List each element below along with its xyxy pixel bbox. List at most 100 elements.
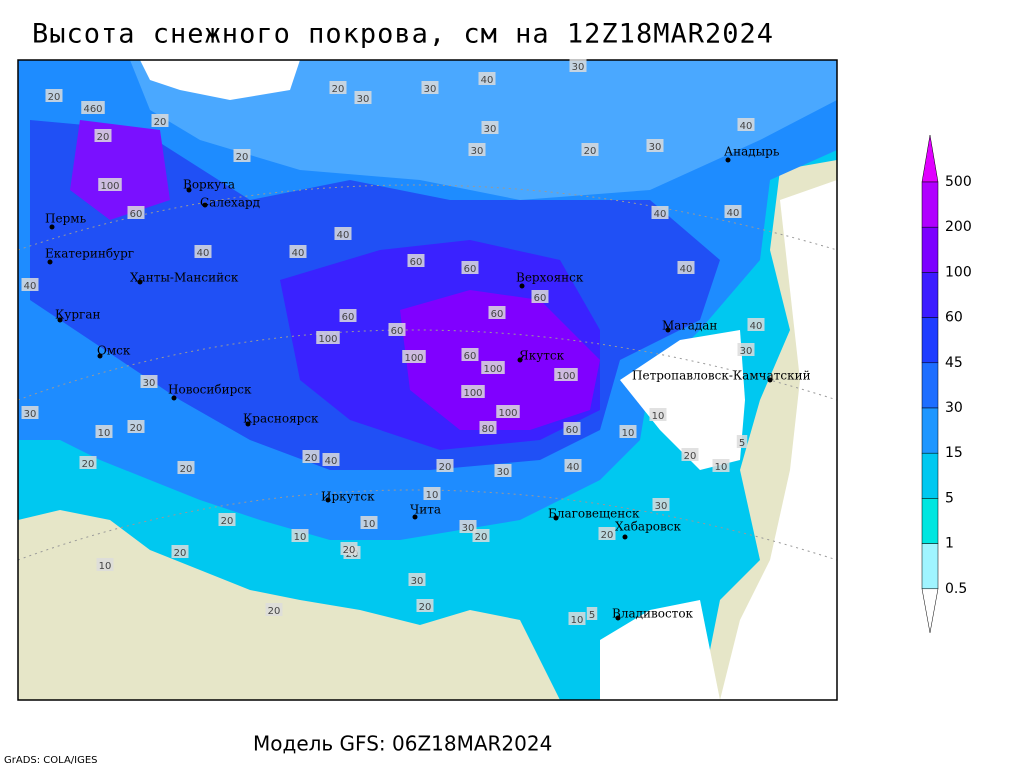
depth-label-box [354, 91, 372, 104]
depth-label-box [468, 143, 486, 156]
sea [720, 180, 837, 700]
depth-label: 40 [727, 208, 740, 219]
depth-label-box [737, 343, 755, 356]
map-title: Высота снежного покрова, см на 12Z18MAR2… [32, 19, 774, 50]
depth-label-box [481, 121, 499, 134]
depth-label-box [619, 425, 637, 438]
depth-label-box [436, 459, 454, 472]
legend-label: 200 [945, 219, 972, 235]
depth-label-box [652, 498, 670, 511]
depth-label-box [218, 513, 236, 526]
legend-label: 0.5 [945, 581, 967, 597]
depth-label: 10 [571, 615, 584, 626]
depth-label: 20 [48, 92, 61, 103]
legend-label: 1 [945, 536, 954, 552]
city-label: Магадан [662, 319, 717, 333]
city-label: Верхоянск [516, 271, 584, 285]
depth-label: 20 [97, 132, 110, 143]
legend-swatch [921, 407, 939, 454]
depth-label: 100 [483, 364, 502, 375]
legend-swatch [921, 362, 939, 409]
depth-label: 10 [652, 411, 665, 422]
depth-label-box [737, 118, 755, 131]
depth-label: 60 [410, 257, 423, 268]
city-label: Екатеринбург [45, 247, 134, 261]
depth-label-box [712, 459, 730, 472]
map [17, 59, 838, 701]
depth-label-box [388, 323, 406, 336]
depth-label-box [194, 245, 212, 258]
city-marker [725, 157, 731, 163]
depth-label: 30 [411, 576, 424, 587]
city-label: Красноярск [243, 412, 319, 426]
city-marker [615, 615, 621, 621]
depth-label: 5 [739, 438, 745, 449]
city-marker [137, 279, 143, 285]
snow-zone [400, 290, 600, 430]
depth-label-box [95, 425, 113, 438]
depth-label-box [416, 599, 434, 612]
depth-label: 30 [424, 84, 437, 95]
depth-label: 20 [82, 459, 95, 470]
depth-label-box [481, 361, 505, 374]
city-label: Хабаровск [615, 520, 681, 534]
legend-label: 500 [945, 174, 972, 190]
depth-label: 30 [24, 409, 37, 420]
sea [620, 330, 745, 470]
depth-label: 30 [462, 523, 475, 534]
depth-label-box [586, 607, 598, 620]
depth-label-box [736, 435, 748, 448]
depth-label: 60 [342, 312, 355, 323]
depth-label: 10 [622, 428, 635, 439]
city-label: Чита [410, 503, 441, 517]
depth-label: 60 [464, 351, 477, 362]
depth-label: 20 [475, 532, 488, 543]
depth-label-box [21, 278, 39, 291]
city-marker [665, 327, 671, 333]
depth-label: 10 [98, 428, 111, 439]
graticule [17, 184, 838, 561]
depth-label-box [478, 72, 496, 85]
depth-label: 20 [439, 462, 452, 473]
legend-swatch [921, 226, 939, 273]
depth-label-box [581, 143, 599, 156]
depth-label-box [564, 459, 582, 472]
depth-label-box [496, 405, 520, 418]
sea-ice-free [140, 60, 300, 100]
depth-label: 100 [318, 334, 337, 345]
depth-label-box [21, 406, 39, 419]
depth-label: 40 [750, 321, 763, 332]
depth-label: 20 [236, 152, 249, 163]
city-marker [325, 497, 331, 503]
depth-label: 10 [715, 462, 728, 473]
depth-label-box [724, 205, 742, 218]
depth-label: 20 [268, 606, 281, 617]
legend-swatch [921, 134, 939, 183]
depth-label-box [747, 318, 765, 331]
legend-swatch [921, 588, 939, 633]
city-label: Петропавловск-Камчатский [632, 369, 811, 383]
depth-label: 30 [572, 62, 585, 73]
depth-label: 40 [654, 209, 667, 220]
snow-zone [70, 120, 170, 220]
depth-label: 100 [556, 371, 575, 382]
depth-label: 20 [343, 545, 356, 556]
depth-label: 10 [426, 490, 439, 501]
city-label: Курган [55, 308, 100, 322]
depth-label: 40 [325, 456, 338, 467]
depth-label-box [421, 81, 439, 94]
legend-swatch [921, 452, 939, 499]
depth-label: 30 [143, 378, 156, 389]
depth-label-box [651, 206, 669, 219]
city-marker [767, 377, 773, 383]
city-marker [245, 421, 251, 427]
depth-label-box [140, 375, 158, 388]
depth-label: 20 [601, 530, 614, 541]
depth-label-box [677, 261, 695, 274]
depth-label: 30 [497, 467, 510, 478]
depth-label-box [423, 487, 441, 500]
depth-label-box [681, 448, 699, 461]
depth-label-box [322, 453, 340, 466]
depth-label: 40 [567, 462, 580, 473]
